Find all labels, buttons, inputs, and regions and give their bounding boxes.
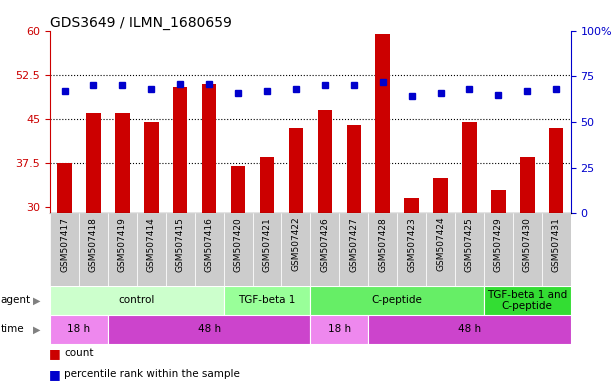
Bar: [115, 113, 130, 213]
Bar: [339, 213, 368, 286]
Text: GSM507430: GSM507430: [523, 217, 532, 271]
Text: GDS3649 / ILMN_1680659: GDS3649 / ILMN_1680659: [50, 16, 232, 30]
Text: GSM507418: GSM507418: [89, 217, 98, 271]
Bar: [202, 84, 216, 213]
Bar: [144, 122, 159, 213]
Text: count: count: [64, 348, 93, 358]
Bar: [252, 213, 282, 286]
Text: GSM507415: GSM507415: [176, 217, 185, 271]
Text: GSM507414: GSM507414: [147, 217, 156, 271]
Text: control: control: [119, 295, 155, 306]
Bar: [260, 157, 274, 213]
Text: GSM507424: GSM507424: [436, 217, 445, 271]
Text: GSM507419: GSM507419: [118, 217, 127, 271]
Bar: [224, 286, 310, 315]
Text: GSM507426: GSM507426: [320, 217, 329, 271]
Bar: [549, 128, 563, 213]
Text: time: time: [1, 324, 24, 334]
Bar: [195, 213, 224, 286]
Bar: [404, 199, 419, 213]
Text: GSM507431: GSM507431: [552, 217, 561, 271]
Bar: [426, 213, 455, 286]
Text: percentile rank within the sample: percentile rank within the sample: [64, 369, 240, 379]
Text: GSM507425: GSM507425: [465, 217, 474, 271]
Bar: [224, 213, 252, 286]
Bar: [282, 213, 310, 286]
Bar: [57, 163, 72, 213]
Bar: [166, 213, 195, 286]
Text: ■: ■: [49, 368, 60, 381]
Text: TGF-beta 1 and
C-peptide: TGF-beta 1 and C-peptide: [487, 290, 568, 311]
Text: 18 h: 18 h: [67, 324, 90, 334]
Bar: [108, 213, 137, 286]
Bar: [86, 113, 101, 213]
Text: GSM507422: GSM507422: [291, 217, 301, 271]
Bar: [310, 213, 339, 286]
Text: GSM507420: GSM507420: [233, 217, 243, 271]
Bar: [50, 213, 79, 286]
Bar: [289, 128, 303, 213]
Bar: [108, 315, 310, 344]
Bar: [491, 190, 506, 213]
Bar: [542, 213, 571, 286]
Text: ▶: ▶: [33, 295, 40, 306]
Bar: [231, 166, 246, 213]
Bar: [455, 213, 484, 286]
Text: GSM507416: GSM507416: [205, 217, 214, 271]
Text: GSM507429: GSM507429: [494, 217, 503, 271]
Bar: [513, 213, 542, 286]
Bar: [463, 122, 477, 213]
Text: GSM507423: GSM507423: [407, 217, 416, 271]
Bar: [346, 125, 361, 213]
Text: 48 h: 48 h: [458, 324, 481, 334]
Text: GSM507428: GSM507428: [378, 217, 387, 271]
Text: ■: ■: [49, 347, 60, 360]
Text: agent: agent: [1, 295, 31, 306]
Bar: [310, 315, 368, 344]
Bar: [368, 315, 571, 344]
Bar: [173, 87, 188, 213]
Bar: [484, 286, 571, 315]
Bar: [310, 286, 484, 315]
Bar: [520, 157, 535, 213]
Bar: [397, 213, 426, 286]
Text: TGF-beta 1: TGF-beta 1: [238, 295, 296, 306]
Text: GSM507417: GSM507417: [60, 217, 69, 271]
Bar: [137, 213, 166, 286]
Text: C-peptide: C-peptide: [371, 295, 423, 306]
Text: GSM507421: GSM507421: [263, 217, 271, 271]
Bar: [79, 213, 108, 286]
Bar: [318, 110, 332, 213]
Bar: [50, 286, 224, 315]
Bar: [50, 315, 108, 344]
Text: GSM507427: GSM507427: [349, 217, 358, 271]
Bar: [368, 213, 397, 286]
Text: 18 h: 18 h: [327, 324, 351, 334]
Bar: [484, 213, 513, 286]
Bar: [375, 34, 390, 213]
Text: 48 h: 48 h: [197, 324, 221, 334]
Bar: [433, 178, 448, 213]
Text: ▶: ▶: [33, 324, 40, 334]
